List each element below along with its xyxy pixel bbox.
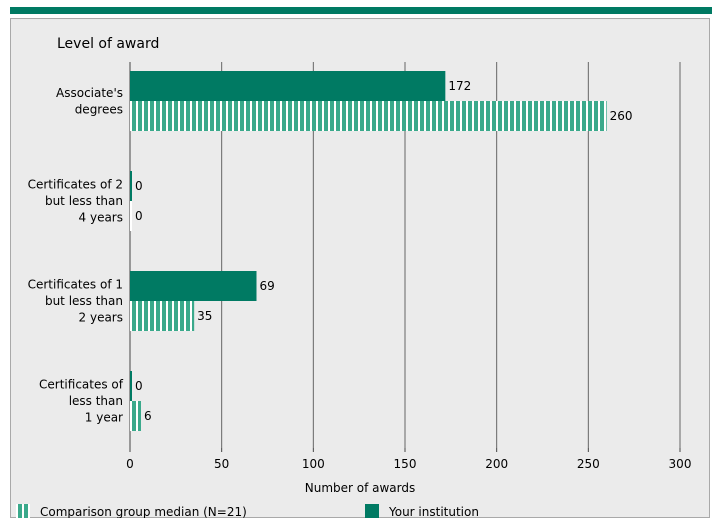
category-label: Associate's [56,86,123,100]
y-axis-title: Level of award [57,36,159,52]
x-tick-label: 250 [577,457,600,471]
bar-your-institution [130,271,257,301]
top-rule [10,7,712,14]
legend-swatch-comparison-median [16,504,30,518]
legend-label-comparison-median: Comparison group median (N=21) [40,505,247,518]
category-label: 2 years [79,311,123,325]
bar-comparison-median [130,201,132,231]
data-label-your-institution: 69 [260,279,275,293]
bar-your-institution [130,371,132,401]
category-label: but less than [45,194,123,208]
bar-your-institution [130,71,446,101]
bars: 172 260 0 0 69 35 0 6 [130,71,633,431]
x-tick-label: 200 [485,457,508,471]
bar-comparison-median [130,101,607,131]
data-label-comparison-median: 6 [144,409,152,423]
x-tick-label: 0 [126,457,134,471]
category-label: degrees [75,102,123,116]
data-label-your-institution: 172 [448,79,471,93]
x-tick-label: 300 [669,457,692,471]
x-tick-labels: 0 50 100 150 200 250 300 [126,457,691,471]
legend-label-your-institution: Your institution [388,505,479,518]
x-tick-label: 150 [394,457,417,471]
category-label: Certificates of [39,378,124,392]
legend: Comparison group median (N=21) Your insti… [16,504,479,518]
data-label-comparison-median: 260 [610,109,633,123]
category-label: 4 years [79,211,123,225]
category-label: but less than [45,294,123,308]
bar-comparison-median [130,301,195,331]
x-tick-label: 100 [302,457,325,471]
data-label-comparison-median: 35 [197,309,212,323]
bar-your-institution [130,171,132,201]
category-label: Certificates of 2 [28,178,123,192]
category-label: less than [69,394,123,408]
data-label-your-institution: 0 [135,179,143,193]
category-label: 1 year [85,411,123,425]
x-tick-label: 50 [214,457,229,471]
category-labels: Associate's degrees Certificates of 2 but l… [28,86,124,425]
legend-swatch-your-institution [365,504,379,518]
category-label: Certificates of 1 [28,278,123,292]
data-label-your-institution: 0 [135,379,143,393]
data-label-comparison-median: 0 [135,209,143,223]
x-axis-title: Number of awards [305,481,416,495]
bar-comparison-median [130,401,141,431]
